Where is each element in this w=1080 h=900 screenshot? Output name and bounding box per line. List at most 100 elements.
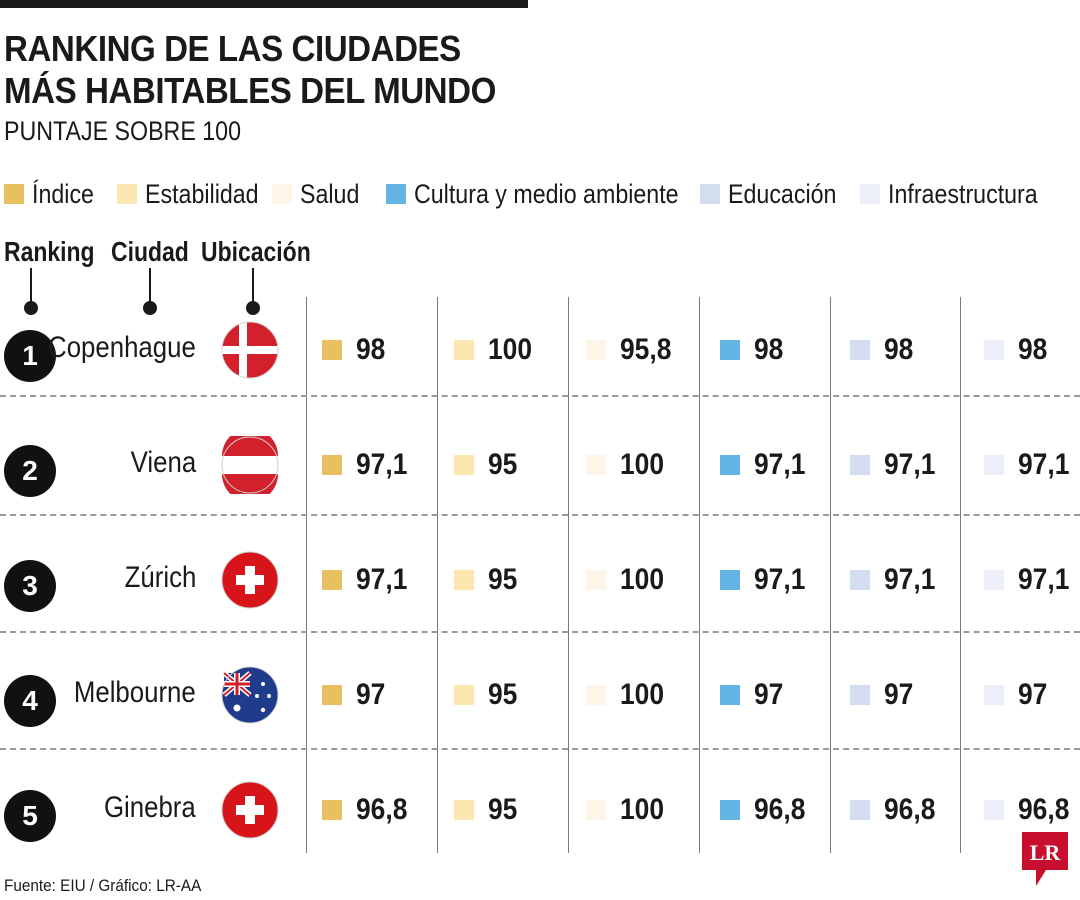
score-swatch xyxy=(586,455,606,475)
score-cell: 97,1 xyxy=(984,560,1076,600)
score-swatch xyxy=(984,685,1004,705)
legend-item: Educación xyxy=(700,176,854,212)
switzerland-flag-icon xyxy=(221,781,279,839)
score-cell: 97,1 xyxy=(850,560,942,600)
legend-item: Infraestructura xyxy=(860,176,1062,212)
score-swatch xyxy=(454,685,474,705)
score-swatch xyxy=(586,800,606,820)
score-value: 95 xyxy=(488,678,518,711)
score-swatch xyxy=(720,570,740,590)
score-value: 95,8 xyxy=(620,333,672,366)
score-cell: 96,8 xyxy=(850,790,942,830)
score-cell: 100 xyxy=(586,790,670,830)
ciudad-pointer xyxy=(143,268,157,315)
legend-swatch xyxy=(700,184,720,204)
legend-item: Índice xyxy=(4,176,104,212)
score-cell: 98 xyxy=(850,330,917,370)
score-swatch xyxy=(454,340,474,360)
column-divider xyxy=(306,297,307,853)
rank-badge: 2 xyxy=(4,445,56,497)
score-value: 100 xyxy=(620,793,665,826)
svg-text:LR: LR xyxy=(1030,840,1062,865)
score-swatch xyxy=(454,800,474,820)
score-cell: 100 xyxy=(586,675,670,715)
column-header-ubicacion: Ubicación xyxy=(201,236,311,267)
legend-swatch xyxy=(272,184,292,204)
score-swatch xyxy=(322,455,342,475)
row-separator xyxy=(0,514,1080,516)
score-value: 97,1 xyxy=(1018,448,1070,481)
column-divider xyxy=(699,297,700,853)
score-value: 95 xyxy=(488,448,518,481)
score-cell: 97,1 xyxy=(720,560,812,600)
legend-swatch xyxy=(4,184,24,204)
score-value: 97 xyxy=(356,678,386,711)
denmark-flag-icon xyxy=(221,321,279,379)
chart-title: RANKING DE LAS CIUDADES MÁS HABITABLES D… xyxy=(4,28,519,112)
score-swatch xyxy=(850,455,870,475)
rank-badge: 5 xyxy=(4,790,56,842)
australia-flag-icon xyxy=(221,666,279,724)
score-cell: 97 xyxy=(850,675,917,715)
score-cell: 97 xyxy=(984,675,1051,715)
score-swatch xyxy=(322,685,342,705)
score-swatch xyxy=(984,570,1004,590)
legend-label: Estabilidad xyxy=(145,178,259,209)
score-value: 96,8 xyxy=(1018,793,1070,826)
legend-swatch xyxy=(117,184,137,204)
city-name: Viena xyxy=(130,446,196,479)
legend-swatch xyxy=(386,184,406,204)
legend-item: Cultura y medio ambiente xyxy=(386,176,722,212)
rank-badge: 3 xyxy=(4,560,56,612)
score-cell: 98 xyxy=(720,330,787,370)
legend-label: Cultura y medio ambiente xyxy=(414,178,679,209)
column-divider xyxy=(568,297,569,853)
score-swatch xyxy=(720,800,740,820)
switzerland-flag-icon xyxy=(221,551,279,609)
score-swatch xyxy=(720,340,740,360)
score-cell: 95 xyxy=(454,675,521,715)
score-value: 100 xyxy=(620,678,665,711)
score-swatch xyxy=(322,800,342,820)
score-value: 95 xyxy=(488,563,518,596)
score-swatch xyxy=(984,800,1004,820)
rank-badge: 1 xyxy=(4,330,56,382)
score-cell: 97,1 xyxy=(984,445,1076,485)
column-divider xyxy=(960,297,961,853)
city-name: Zúrich xyxy=(124,561,196,594)
score-value: 100 xyxy=(620,563,665,596)
score-cell: 96,8 xyxy=(322,790,414,830)
score-cell: 100 xyxy=(586,560,670,600)
source-note: Fuente: EIU / Gráfico: LR-AA xyxy=(4,876,202,895)
score-value: 97 xyxy=(754,678,784,711)
column-divider xyxy=(830,297,831,853)
row-separator xyxy=(0,631,1080,633)
score-value: 97 xyxy=(884,678,914,711)
score-swatch xyxy=(322,340,342,360)
score-value: 97,1 xyxy=(356,563,408,596)
row-separator xyxy=(0,748,1080,750)
score-value: 97,1 xyxy=(1018,563,1070,596)
score-cell: 97,1 xyxy=(850,445,942,485)
score-cell: 97,1 xyxy=(720,445,812,485)
lr-logo-icon: LR xyxy=(1022,832,1068,886)
score-swatch xyxy=(586,570,606,590)
column-header-ciudad: Ciudad xyxy=(111,236,189,267)
score-swatch xyxy=(720,455,740,475)
score-cell: 95 xyxy=(454,560,521,600)
score-value: 96,8 xyxy=(754,793,806,826)
score-swatch xyxy=(720,685,740,705)
score-swatch xyxy=(850,685,870,705)
score-cell: 95,8 xyxy=(586,330,678,370)
score-value: 97,1 xyxy=(754,563,806,596)
top-rule xyxy=(0,0,528,8)
score-value: 97 xyxy=(1018,678,1048,711)
score-swatch xyxy=(586,685,606,705)
score-cell: 96,8 xyxy=(984,790,1076,830)
score-swatch xyxy=(984,455,1004,475)
austria-flag-icon xyxy=(221,428,279,502)
score-swatch xyxy=(984,340,1004,360)
score-value: 97,1 xyxy=(356,448,408,481)
legend-label: Índice xyxy=(32,178,94,209)
score-cell: 95 xyxy=(454,790,521,830)
